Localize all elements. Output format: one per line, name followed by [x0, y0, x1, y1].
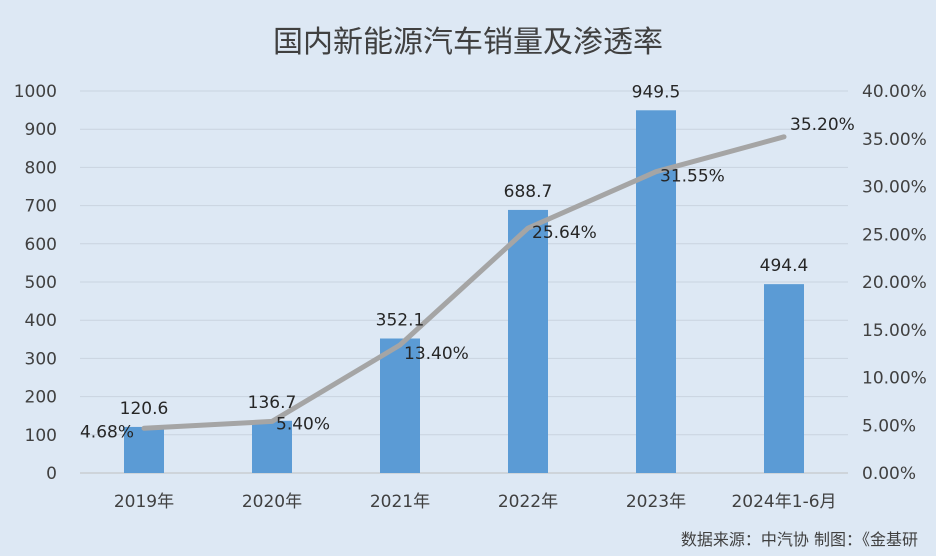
- bar-value-label: 494.4: [760, 256, 809, 276]
- bar: [764, 284, 804, 473]
- right-tick-label: 5.00%: [862, 416, 916, 436]
- left-tick-label: 200: [25, 388, 57, 408]
- penetration-rate-line: [141, 134, 787, 431]
- bar: [636, 110, 676, 473]
- bar: [508, 209, 548, 473]
- line-series: [141, 134, 787, 431]
- right-tick-label: 35.00%: [862, 130, 927, 150]
- bar: [124, 426, 164, 473]
- x-tick-label: 2024年1-6月: [731, 492, 836, 512]
- left-tick-label: 600: [25, 235, 57, 255]
- left-tick-label: 900: [25, 120, 57, 140]
- x-tick-label: 2022年: [498, 492, 558, 512]
- left-axis: 0 100 200 300 400 500 600 700 800 900 1000: [14, 82, 57, 484]
- left-tick-label: 400: [25, 311, 57, 331]
- bar-value-label: 949.5: [632, 82, 681, 102]
- x-tick-label: 2023年: [626, 492, 686, 512]
- right-tick-label: 10.00%: [862, 369, 927, 389]
- chart-title: 国内新能源汽车销量及渗透率: [273, 25, 663, 60]
- x-axis: 2019年 2020年 2021年 2022年 2023年 2024年1-6月: [114, 492, 837, 512]
- bar: [252, 420, 292, 473]
- rate-value-label: 31.55%: [660, 167, 725, 187]
- rate-value-label: 5.40%: [276, 414, 330, 434]
- bar-series: [124, 110, 804, 473]
- left-tick-label: 700: [25, 197, 57, 217]
- left-tick-label: 0: [46, 464, 57, 484]
- right-tick-label: 20.00%: [862, 273, 927, 293]
- left-tick-label: 800: [25, 158, 57, 178]
- right-axis: 0.00% 5.00% 10.00% 15.00% 20.00% 25.00% 30.00%…: [862, 82, 927, 484]
- right-tick-label: 25.00%: [862, 225, 927, 245]
- left-tick-label: 300: [25, 349, 57, 369]
- bar: [380, 338, 420, 473]
- source-note: 数据来源：中汽协 制图：《金基研: [681, 530, 918, 549]
- left-tick-label: 500: [25, 273, 57, 293]
- rate-value-label: 25.64%: [532, 223, 597, 243]
- right-tick-label: 40.00%: [862, 82, 927, 102]
- data-labels: 120.6 136.7 352.1 688.7 949.5 494.4 4.68% 5.40%…: [80, 82, 855, 442]
- bar-value-label: 352.1: [376, 310, 425, 330]
- bar-value-label: 120.6: [120, 399, 169, 419]
- x-tick-label: 2020年: [242, 492, 302, 512]
- right-tick-label: 0.00%: [862, 464, 916, 484]
- rate-value-label: 13.40%: [404, 344, 469, 364]
- left-tick-label: 1000: [14, 82, 57, 102]
- bar-value-label: 688.7: [504, 182, 553, 202]
- rate-value-label: 35.20%: [790, 115, 855, 135]
- bar-value-label: 136.7: [248, 393, 297, 413]
- x-tick-label: 2021年: [370, 492, 430, 512]
- gridlines: [80, 90, 848, 474]
- left-tick-label: 100: [25, 426, 57, 446]
- x-tick-label: 2019年: [114, 492, 174, 512]
- right-tick-label: 15.00%: [862, 321, 927, 341]
- rate-value-label: 4.68%: [80, 422, 134, 442]
- right-tick-label: 30.00%: [862, 178, 927, 198]
